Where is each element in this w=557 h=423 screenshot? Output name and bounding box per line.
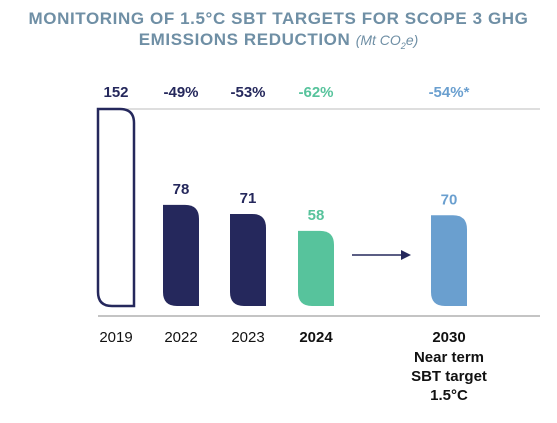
category-sublabel-2030-3: 1.5°C bbox=[430, 387, 468, 404]
category-label-2023: 2023 bbox=[231, 329, 264, 346]
title-line-1: MONITORING OF 1.5°C SBT TARGETS FOR SCOP… bbox=[28, 9, 529, 28]
trend-arrow-head bbox=[401, 250, 411, 260]
title-line-2-text: EMISSIONS REDUCTION bbox=[138, 30, 351, 49]
category-sublabel-2030-1: Near term bbox=[414, 349, 484, 366]
unit-subscript: 2 bbox=[400, 40, 406, 51]
bar-2019 bbox=[96, 107, 136, 308]
change-label-2030: -54%* bbox=[429, 84, 470, 101]
unit-suffix: e) bbox=[405, 32, 419, 48]
value-label-2022: 78 bbox=[173, 181, 190, 198]
bar-2024 bbox=[298, 230, 334, 306]
value-label-2019: 152 bbox=[103, 84, 128, 101]
chart-title: MONITORING OF 1.5°C SBT TARGETS FOR SCOP… bbox=[0, 8, 557, 57]
change-label-2024: -62% bbox=[298, 84, 333, 101]
change-label-2023: -53% bbox=[230, 84, 265, 101]
category-label-2022: 2022 bbox=[164, 329, 197, 346]
bar-2023 bbox=[230, 213, 266, 306]
title-unit: (Mt CO2e) bbox=[355, 32, 419, 51]
category-label-2019: 2019 bbox=[99, 329, 132, 346]
value-label-2023: 71 bbox=[240, 190, 257, 207]
category-label-2024: 2024 bbox=[299, 329, 333, 346]
bar-2022 bbox=[163, 204, 199, 306]
title-line-2: EMISSIONS REDUCTION (Mt CO2e) bbox=[0, 29, 557, 57]
value-label-2024: 58 bbox=[308, 207, 325, 224]
category-label-2030: 2030 bbox=[432, 329, 465, 346]
change-label-2022: -49% bbox=[163, 84, 198, 101]
category-sublabel-2030-2: SBT target bbox=[411, 368, 487, 385]
value-label-2030: 70 bbox=[441, 191, 458, 208]
bar-2030 bbox=[431, 215, 467, 306]
unit-prefix: (Mt CO bbox=[355, 32, 401, 48]
